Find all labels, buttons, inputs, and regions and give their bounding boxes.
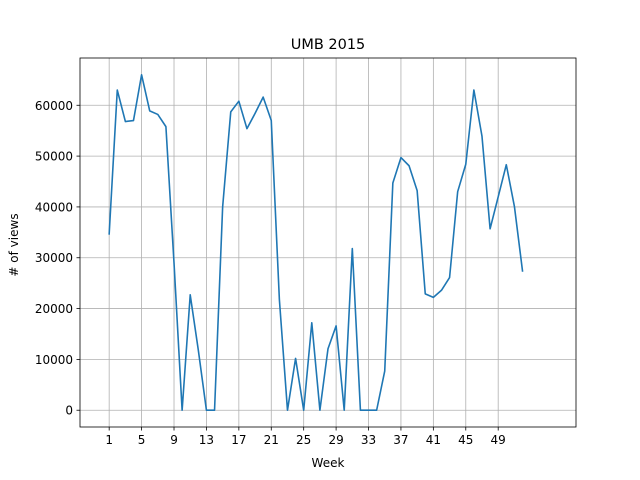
y-axis-ticks: 0 10000 20000 30000 40000 50000 60000: [35, 99, 80, 418]
y-tick-label: 10000: [35, 353, 73, 367]
x-tick-label: 49: [491, 433, 506, 447]
x-tick-label: 1: [105, 433, 113, 447]
x-axis-ticks: 1 5 9 13 17 21 25 29 33 37 41 45 49: [105, 427, 506, 447]
x-tick-label: 9: [170, 433, 178, 447]
x-tick-label: 29: [328, 433, 343, 447]
y-tick-label: 0: [65, 404, 73, 418]
series-line: [108, 73, 524, 412]
y-tick-label: 30000: [35, 251, 73, 265]
x-tick-label: 13: [199, 433, 214, 447]
series-layer: [108, 73, 524, 412]
x-tick-label: 5: [138, 433, 146, 447]
x-tick-label: 45: [458, 433, 473, 447]
x-tick-label: 17: [231, 433, 246, 447]
y-tick-label: 40000: [35, 200, 73, 214]
y-tick-label: 50000: [35, 150, 73, 164]
x-tick-label: 21: [264, 433, 279, 447]
y-tick-label: 60000: [35, 99, 73, 113]
y-axis-label: # of views: [7, 213, 21, 276]
plot-frame: [79, 57, 577, 428]
chart-title: UMB 2015: [291, 37, 366, 53]
x-tick-label: 41: [426, 433, 441, 447]
y-tick-label: 20000: [35, 302, 73, 316]
x-tick-label: 33: [361, 433, 376, 447]
x-axis-label: Week: [312, 456, 345, 470]
x-tick-label: 25: [296, 433, 311, 447]
x-tick-label: 37: [393, 433, 408, 447]
